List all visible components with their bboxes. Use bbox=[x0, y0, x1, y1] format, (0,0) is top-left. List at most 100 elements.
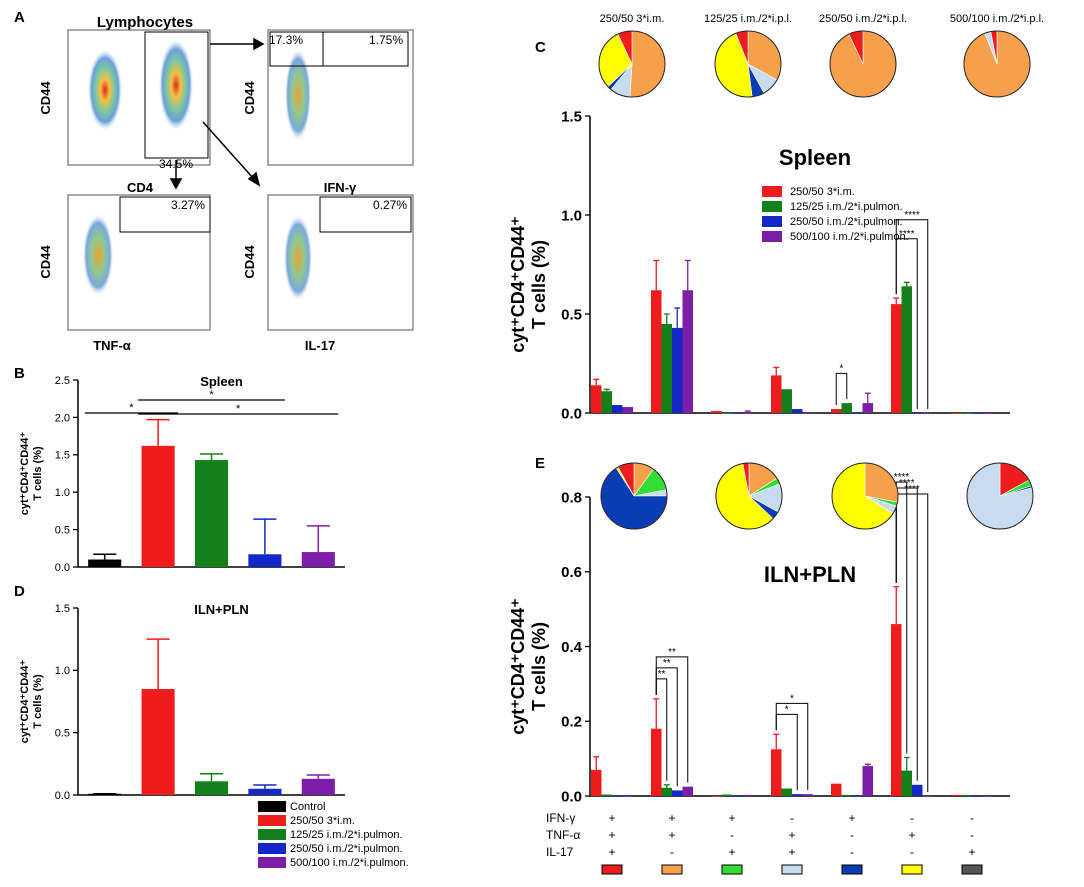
combo-sign: - bbox=[970, 828, 974, 842]
combo-sign: - bbox=[850, 828, 854, 842]
chart-E-bar bbox=[792, 794, 803, 796]
chart-E-bar bbox=[862, 766, 873, 796]
chart-B-bar bbox=[301, 552, 335, 567]
panel-label-e: E bbox=[535, 455, 545, 472]
cytokine-combination-table: IFN-γ TNF-α IL-17 + + + + + - + - + - + + + - - - + - - - + bbox=[546, 811, 983, 875]
panel-label-c: C bbox=[535, 39, 546, 56]
combo-sign: + bbox=[608, 828, 615, 842]
combo-sign: + bbox=[608, 811, 615, 825]
combo-color-swatch bbox=[781, 864, 803, 875]
combo-sign: + bbox=[908, 828, 915, 842]
chart-E-sig-star: * bbox=[790, 693, 794, 704]
combo-sign: + bbox=[848, 811, 855, 825]
chart-E-bar bbox=[771, 749, 782, 796]
chart-E-ylabel-line2: T cells (%) bbox=[529, 622, 549, 711]
chart-E-bar bbox=[841, 794, 852, 796]
chart-B-title: Spleen bbox=[200, 374, 243, 389]
combo-row-label: IL-17 bbox=[546, 845, 574, 859]
combo-sign: + bbox=[788, 828, 795, 842]
panel-label-b: B bbox=[14, 365, 25, 382]
chart-D-y-tick-label: 1.5 bbox=[55, 603, 70, 615]
chart-C-bar bbox=[622, 407, 633, 413]
chart-E-sig-star: **** bbox=[894, 472, 910, 483]
chart-C-bar bbox=[922, 413, 933, 414]
chart-E-bar bbox=[651, 728, 662, 796]
chart-C-bar bbox=[961, 413, 972, 414]
axis-cd44-2: CD44 bbox=[242, 81, 257, 115]
chart-D-ylabel-line1: cyt⁺CD4⁺CD44⁺ bbox=[19, 660, 31, 744]
chart-C-title: Spleen bbox=[779, 145, 851, 170]
chart-C-bar bbox=[891, 304, 902, 413]
chart-C-bar bbox=[972, 413, 983, 414]
chart-C-ylabel-line1: cyt⁺CD4⁺CD44⁺ bbox=[508, 216, 528, 353]
panel-label-d: D bbox=[14, 583, 25, 600]
chart-E-ylabel-line1: cyt⁺CD4⁺CD44⁺ bbox=[508, 598, 528, 735]
chart-E-bar bbox=[781, 788, 792, 796]
chart-C-bar bbox=[711, 411, 722, 413]
chart-E-pie-3-outline bbox=[831, 462, 899, 530]
chart-B-sig-star: * bbox=[236, 403, 241, 415]
chart-C-bar bbox=[742, 413, 753, 414]
chart-D-y-tick-label: 1.0 bbox=[55, 665, 70, 677]
panel-b-spleen-chart: 0.0 0.5 1.0 1.5 2.0 2.5 Spleen cyt⁺CD4⁺CD44⁺ T c… bbox=[19, 374, 345, 574]
chart-E-bar bbox=[922, 796, 933, 797]
chart-C-pie-4-outline bbox=[963, 30, 1031, 98]
chart-B-sig-star: * bbox=[129, 402, 134, 414]
flow-arrows bbox=[169, 37, 265, 190]
combo-sign: - bbox=[910, 811, 914, 825]
chart-B-bar bbox=[141, 445, 175, 567]
flow-plot-ifn: 17.3% 1.75% CD44 IFN-γ bbox=[242, 29, 414, 195]
legend-label: 250/50 i.m./2*i.pulmon. bbox=[290, 843, 403, 855]
chart-E-bar bbox=[912, 784, 923, 796]
chart-E-bar bbox=[951, 794, 962, 796]
combo-sign: + bbox=[788, 845, 795, 859]
chart-D-y-tick-label: 0.5 bbox=[55, 728, 70, 740]
chart-E-sig-star: ** bbox=[658, 669, 666, 680]
chart-E-bar bbox=[982, 796, 993, 797]
chart-C-bar bbox=[591, 385, 602, 413]
pct-ifn-right: 1.75% bbox=[369, 33, 403, 47]
chart-C-bar bbox=[982, 413, 993, 414]
chart-C-legend-label: 125/25 i.m./2*i.pulmon. bbox=[790, 201, 903, 213]
chart-E-bar bbox=[622, 796, 633, 797]
chart-C-pie-2-outline bbox=[714, 30, 782, 98]
chart-B-y-tick-label: 0.5 bbox=[55, 524, 70, 536]
chart-C-pie-label: 500/100 i.m./2*i.p.l. bbox=[950, 13, 1044, 25]
chart-C-legend-swatch bbox=[762, 216, 782, 227]
chart-E-y-tick-label: 0.8 bbox=[561, 489, 582, 506]
chart-E-bar bbox=[852, 796, 863, 797]
axis-cd44-1: CD44 bbox=[38, 81, 53, 115]
chart-C-sig-star: * bbox=[840, 363, 844, 374]
combo-color-swatch bbox=[721, 864, 743, 875]
chart-E-bar bbox=[891, 624, 902, 796]
combo-color-swatch bbox=[601, 864, 623, 875]
combo-sign: + bbox=[728, 811, 735, 825]
chart-C-y-tick-label: 1.0 bbox=[561, 207, 582, 224]
chart-E-bar bbox=[612, 796, 623, 797]
combo-sign: - bbox=[670, 845, 674, 859]
legend-label: 500/100 i.m./2*i.pulmon. bbox=[290, 857, 409, 869]
chart-C-bar bbox=[781, 389, 792, 413]
combo-sign: - bbox=[910, 845, 914, 859]
combo-color-swatch bbox=[961, 864, 983, 875]
chart-B-bar bbox=[88, 559, 122, 567]
legend-label: Control bbox=[290, 801, 325, 813]
chart-E-bar bbox=[742, 794, 753, 796]
chart-C-bar bbox=[792, 409, 803, 413]
chart-C-bar bbox=[841, 403, 852, 413]
axis-cd44-3: CD44 bbox=[38, 245, 53, 279]
panel-label-a: A bbox=[14, 9, 25, 26]
chart-D-bar bbox=[141, 689, 175, 795]
chart-E-pie-2-outline bbox=[715, 462, 783, 530]
chart-E-sig-star: **** bbox=[904, 484, 920, 495]
chart-E-sig-star: **** bbox=[899, 478, 915, 489]
axis-tnf: TNF-α bbox=[93, 338, 131, 353]
chart-B-y-tick-label: 1.0 bbox=[55, 487, 70, 499]
chart-C-y-tick-label: 0.5 bbox=[561, 306, 582, 323]
panel-e-iln-pln-chart: 0.0 0.2 0.4 0.6 0.8 cyt⁺CD4⁺CD44⁺ T cells (%) *… bbox=[508, 462, 1034, 805]
chart-E-sig-star: ** bbox=[663, 658, 671, 669]
chart-E-bar bbox=[901, 770, 912, 796]
chart-B-y-tick-label: 2.5 bbox=[55, 375, 70, 387]
chart-D-y-tick-label: 0.0 bbox=[55, 790, 70, 802]
